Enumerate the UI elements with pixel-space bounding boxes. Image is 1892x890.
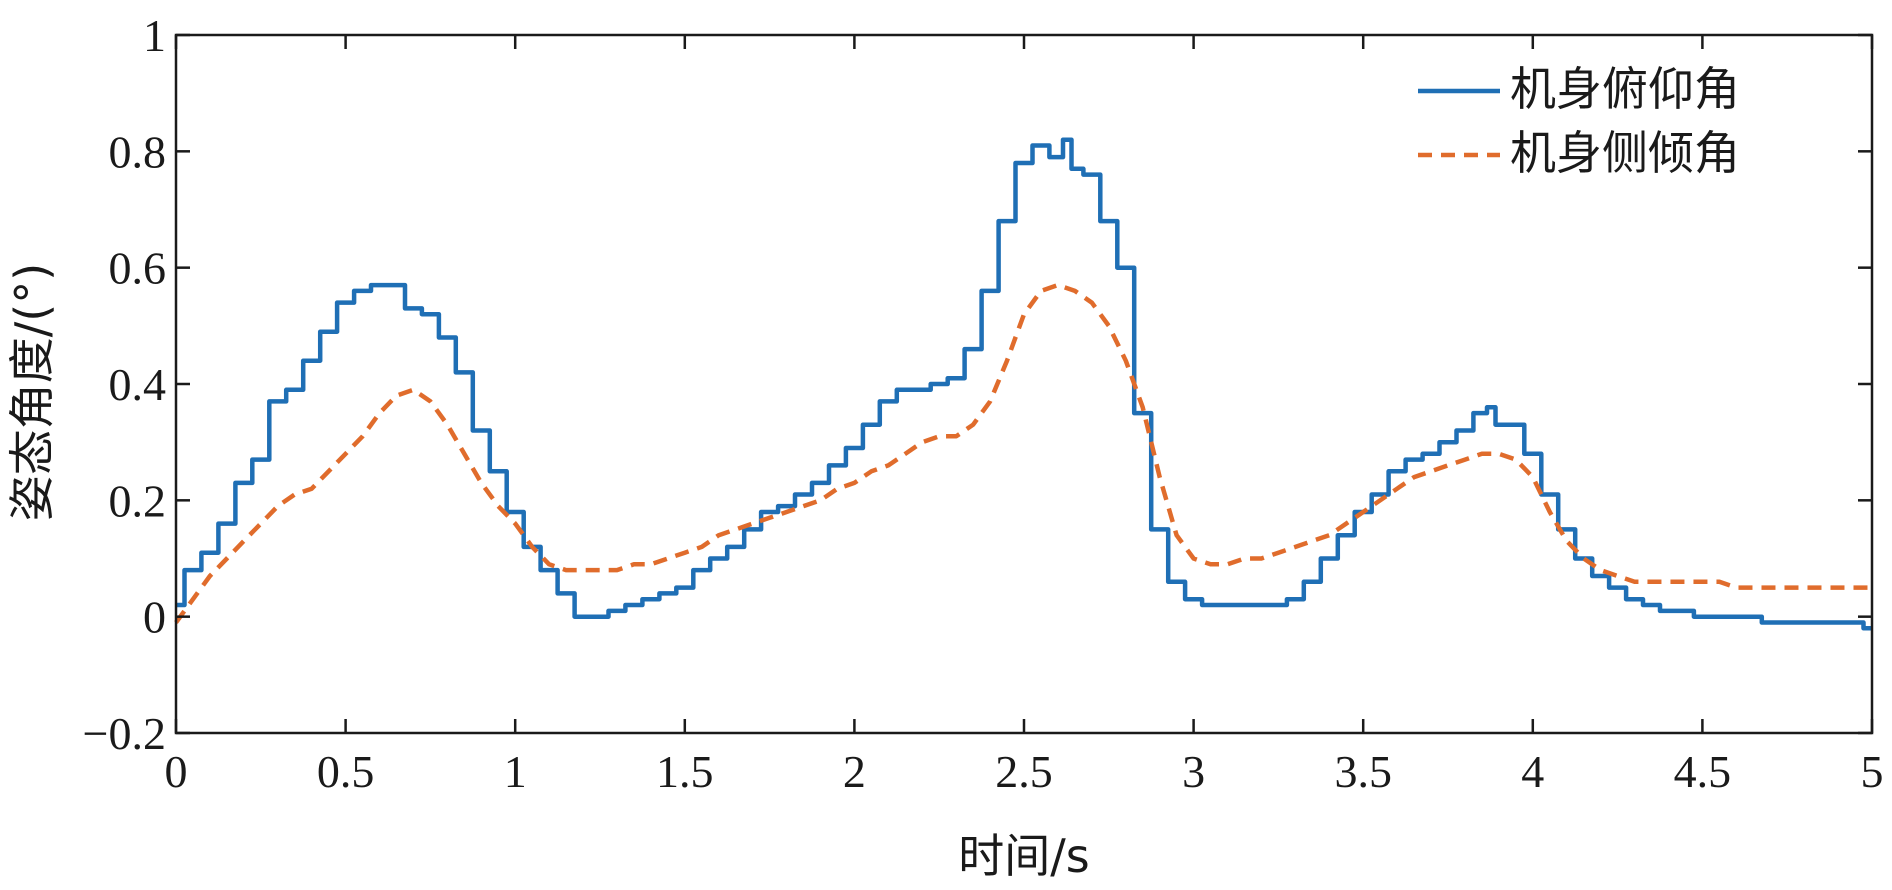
x-tick-label: 2: [843, 746, 866, 797]
y-tick-label: 1: [143, 10, 166, 61]
x-tick-label: 3: [1182, 746, 1205, 797]
series-line-1: [176, 137, 1872, 631]
x-tick-label: 1.5: [656, 746, 714, 797]
y-tick-label: 0.2: [109, 475, 167, 526]
x-tick-label: 1: [504, 746, 527, 797]
y-tick-label: 0.8: [109, 126, 167, 177]
axis-ticks: 0 0.5 1 1.5 2 2.5 3 3.5 4 4.5 5−0.200.20.40.60.81: [83, 10, 1884, 797]
x-tick-label: 0: [165, 746, 188, 797]
x-tick-label: 3.5: [1334, 746, 1392, 797]
x-tick-label: 2.5: [995, 746, 1053, 797]
x-axis-title: 时间/s: [958, 829, 1089, 883]
y-tick-label: −0.2: [83, 708, 166, 759]
x-tick-label: 4.5: [1674, 746, 1732, 797]
x-tick-label: 0.5: [317, 746, 375, 797]
series-layer: [174, 137, 1872, 631]
y-tick-label: 0.6: [109, 243, 167, 294]
y-axis-title: 姿态角度/(°): [5, 263, 59, 521]
legend-label-1: 机身俯仰角: [1510, 62, 1740, 116]
x-tick-label: 5: [1861, 746, 1884, 797]
series-line-2: [174, 282, 1872, 624]
x-tick-label: 4: [1521, 746, 1544, 797]
y-tick-label: 0: [143, 592, 166, 643]
y-tick-label: 0.4: [109, 359, 167, 410]
legend-label-2: 机身侧倾角: [1510, 126, 1740, 180]
